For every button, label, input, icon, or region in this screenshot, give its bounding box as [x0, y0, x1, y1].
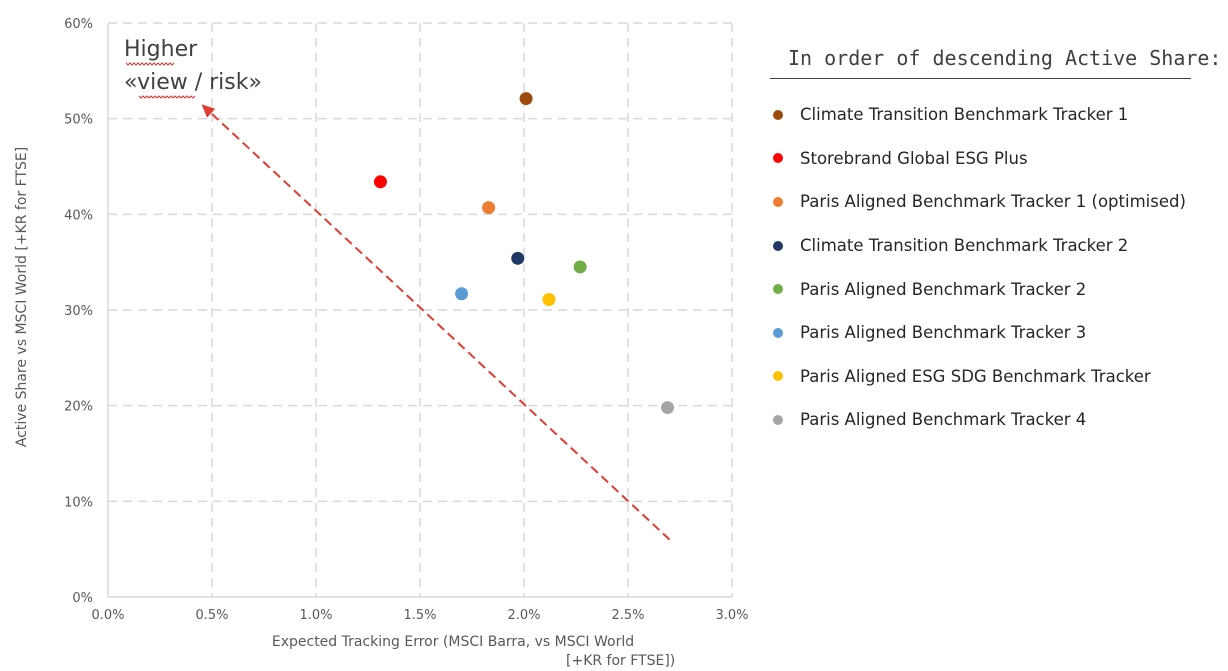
legend-item: Climate Transition Benchmark Tracker 2	[770, 224, 1220, 268]
data-point	[519, 92, 533, 106]
x-tick-label: 0.0%	[91, 608, 124, 623]
y-tick-label: 10%	[64, 495, 93, 510]
trend-arrow-line	[210, 112, 671, 541]
legend-label: Paris Aligned Benchmark Tracker 1 (optim…	[800, 192, 1186, 212]
y-tick-label: 40%	[64, 208, 93, 223]
data-points	[373, 92, 675, 415]
grid-layer	[108, 22, 733, 597]
y-tick-label: 0%	[72, 591, 93, 606]
data-point	[511, 251, 525, 265]
y-tick-label: 30%	[64, 304, 93, 319]
x-tick-label: 2.0%	[507, 608, 540, 623]
legend-label: Paris Aligned Benchmark Tracker 2	[800, 279, 1087, 299]
trend-arrow-head	[201, 104, 216, 118]
legend-item: Paris Aligned Benchmark Tracker 4	[770, 398, 1220, 442]
legend-label: Paris Aligned Benchmark Tracker 3	[800, 323, 1087, 343]
y-tick-label: 60%	[64, 17, 93, 32]
x-axis-title: Expected Tracking Error (MSCI Barra, vs …	[272, 634, 634, 650]
legend-item: Climate Transition Benchmark Tracker 1	[770, 93, 1220, 137]
y-axis-title: Active Share vs MSCI World [+KR for FTSE…	[14, 147, 30, 447]
legend-label: Paris Aligned ESG SDG Benchmark Tracker	[800, 366, 1151, 386]
legend-marker	[773, 196, 783, 207]
x-axis-title-line2: [+KR for FTSE])	[566, 653, 675, 669]
data-point	[542, 292, 556, 306]
legend-marker	[773, 153, 783, 164]
x-tick-label: 2.5%	[611, 608, 644, 623]
legend-title: In order of descending Active Share:	[770, 46, 1221, 79]
data-point	[455, 287, 469, 301]
legend-item: Paris Aligned Benchmark Tracker 1 (optim…	[770, 180, 1220, 224]
x-tick-label: 1.0%	[299, 608, 332, 623]
y-tick-label: 20%	[64, 400, 93, 415]
axis-layer: 0.0% 0.5% 1.0% 1.5% 2.0% 2.5% 3.0% 0% 10% 20% 30% 4…	[64, 17, 748, 623]
legend-item: Storebrand Global ESG Plus	[770, 137, 1220, 181]
legend-marker	[773, 327, 783, 338]
legend-marker	[773, 414, 783, 425]
legend-marker	[773, 284, 783, 295]
legend-label: Climate Transition Benchmark Tracker 2	[800, 236, 1129, 256]
data-point	[573, 260, 587, 274]
legend-label: Storebrand Global ESG Plus	[800, 148, 1028, 168]
annotation-line2: «view / risk»	[124, 70, 262, 95]
trend-arrow	[201, 104, 671, 541]
x-tick-label: 1.5%	[403, 608, 436, 623]
legend-marker	[773, 109, 783, 120]
y-tick-label: 50%	[64, 113, 93, 128]
legend-item: Paris Aligned ESG SDG Benchmark Tracker	[770, 355, 1220, 399]
legend-marker	[773, 240, 783, 251]
legend: In order of descending Active Share: Cli…	[770, 46, 1221, 442]
legend-label: Paris Aligned Benchmark Tracker 4	[800, 410, 1087, 430]
spellcheck-underline	[125, 62, 175, 66]
legend-marker	[773, 371, 783, 382]
legend-item: Paris Aligned Benchmark Tracker 2	[770, 267, 1220, 311]
data-point	[373, 175, 387, 189]
data-point	[482, 201, 496, 215]
spellcheck-underline	[138, 95, 196, 99]
legend-label: Climate Transition Benchmark Tracker 1	[800, 105, 1129, 125]
data-point	[661, 401, 675, 415]
legend-item: Paris Aligned Benchmark Tracker 3	[770, 311, 1220, 355]
x-tick-label: 0.5%	[195, 608, 228, 623]
annotation-line1: Higher	[124, 37, 198, 62]
x-tick-label: 3.0%	[715, 608, 748, 623]
legend-items: Climate Transition Benchmark Tracker 1 St…	[770, 93, 1220, 442]
